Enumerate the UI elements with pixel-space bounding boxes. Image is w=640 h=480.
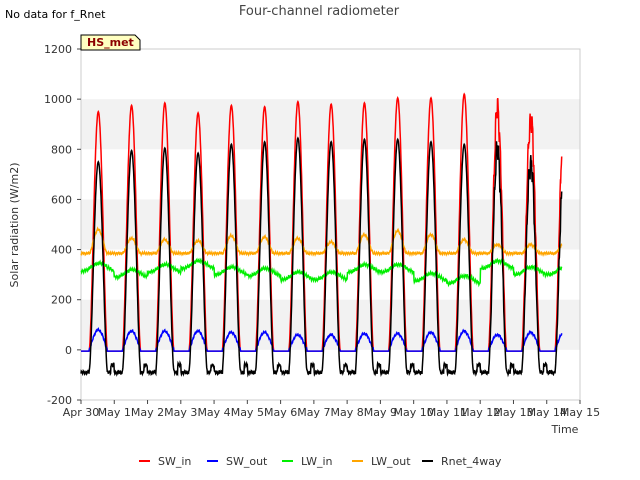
legend-label: Rnet_4way [441, 455, 502, 468]
x-tick-label: May 1 [98, 406, 131, 419]
y-axis-title: Solar radiation (W/m2) [8, 162, 21, 287]
x-tick-label: May 15 [560, 406, 600, 419]
x-tick-label: May 13 [493, 406, 533, 419]
x-tick-label: May 14 [527, 406, 567, 419]
plot-frame [80, 48, 581, 401]
series-line-lw-out [80, 226, 563, 258]
y-tick-label: 0 [65, 344, 72, 357]
y-tick-label: -200 [47, 394, 72, 407]
badge-label: HS_met [87, 36, 134, 49]
y-tick-label: 200 [51, 294, 72, 307]
x-tick-label: May 12 [460, 406, 500, 419]
hs-met-badge: HS_met [80, 34, 141, 51]
legend-label: LW_out [371, 455, 411, 468]
x-axis-title: Time [551, 423, 579, 436]
legend-label: LW_in [301, 455, 333, 468]
x-tick-label: May 8 [331, 406, 364, 419]
legend-label: SW_in [158, 455, 191, 468]
y-tick-label: 600 [51, 193, 72, 206]
y-tick-label: 800 [51, 143, 72, 156]
x-tick-label: May 6 [264, 406, 297, 419]
x-tick-label: Apr 30 [63, 406, 100, 419]
series-line-sw-out [81, 327, 563, 352]
x-tick-label: May 7 [297, 406, 330, 419]
legend-label: SW_out [226, 455, 268, 468]
x-tick-label: May 3 [164, 406, 197, 419]
y-tick-label: 1000 [44, 93, 72, 106]
x-tick-label: May 4 [197, 406, 230, 419]
legend: SW_in SW_out LW_in LW_out Rnet_4way [139, 455, 502, 468]
series-line-lw-in [80, 257, 563, 288]
x-tick-label: May 5 [231, 406, 264, 419]
grid-band-1 [81, 299, 580, 350]
x-tick-label: May 10 [394, 406, 434, 419]
x-tick-label: May 9 [364, 406, 397, 419]
series-line-rnet-4way [80, 136, 563, 378]
y-tick-label: 1200 [44, 43, 72, 56]
chart-title: Four-channel radiometer [239, 4, 400, 19]
x-tick-label: May 11 [427, 406, 467, 419]
no-data-note: No data for f_Rnet [5, 8, 106, 21]
y-tick-label: 400 [51, 244, 72, 257]
x-tick-label: May 2 [131, 406, 164, 419]
